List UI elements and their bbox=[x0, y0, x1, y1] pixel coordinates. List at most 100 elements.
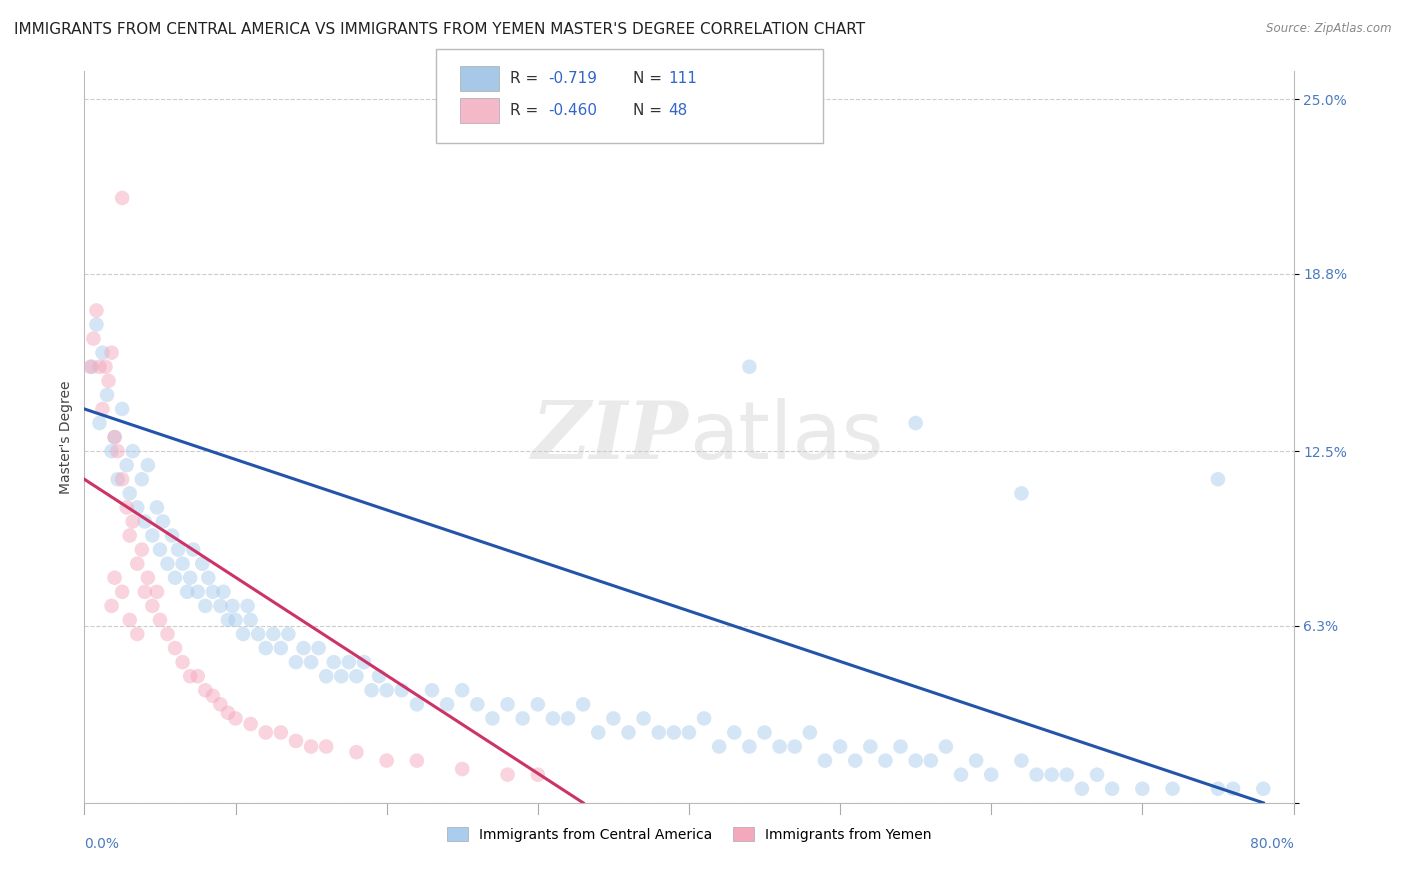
Point bbox=[141, 528, 163, 542]
Point bbox=[107, 444, 129, 458]
Text: 111: 111 bbox=[668, 71, 697, 86]
Text: R =: R = bbox=[510, 103, 544, 118]
Point bbox=[391, 683, 413, 698]
Point bbox=[588, 725, 610, 739]
Point bbox=[236, 599, 259, 613]
Point bbox=[152, 515, 174, 529]
Point bbox=[709, 739, 731, 754]
Point bbox=[512, 711, 534, 725]
Point bbox=[859, 739, 882, 754]
Point bbox=[209, 698, 232, 712]
Point bbox=[100, 444, 122, 458]
Point bbox=[111, 401, 134, 416]
Point bbox=[270, 725, 292, 739]
Point bbox=[1161, 781, 1184, 796]
Point bbox=[239, 613, 262, 627]
Point bbox=[904, 754, 927, 768]
Point bbox=[127, 557, 149, 571]
Point bbox=[172, 655, 194, 669]
Point bbox=[285, 655, 308, 669]
Point bbox=[1011, 754, 1033, 768]
Point bbox=[1206, 781, 1229, 796]
Point bbox=[769, 739, 792, 754]
Point bbox=[1206, 472, 1229, 486]
Point bbox=[277, 627, 299, 641]
Text: R =: R = bbox=[510, 71, 544, 86]
Point bbox=[308, 641, 330, 656]
Point bbox=[179, 571, 201, 585]
Point bbox=[315, 669, 337, 683]
Point bbox=[451, 762, 474, 776]
Point bbox=[94, 359, 117, 374]
Point bbox=[693, 711, 716, 725]
Point bbox=[467, 698, 489, 712]
Point bbox=[131, 542, 153, 557]
Point bbox=[82, 332, 104, 346]
Point bbox=[86, 303, 108, 318]
Point bbox=[950, 767, 973, 781]
Point bbox=[353, 655, 375, 669]
Text: IMMIGRANTS FROM CENTRAL AMERICA VS IMMIGRANTS FROM YEMEN MASTER'S DEGREE CORRELA: IMMIGRANTS FROM CENTRAL AMERICA VS IMMIG… bbox=[14, 22, 865, 37]
Text: N =: N = bbox=[633, 71, 666, 86]
Point bbox=[723, 725, 745, 739]
Point bbox=[89, 416, 111, 430]
Point bbox=[830, 739, 852, 754]
Point bbox=[121, 515, 143, 529]
Point bbox=[420, 683, 443, 698]
Point bbox=[111, 584, 134, 599]
Point bbox=[167, 542, 190, 557]
Point bbox=[1071, 781, 1094, 796]
Point bbox=[111, 191, 134, 205]
Point bbox=[104, 430, 127, 444]
Point bbox=[346, 669, 368, 683]
Text: N =: N = bbox=[633, 103, 666, 118]
Point bbox=[118, 613, 141, 627]
Point bbox=[201, 584, 224, 599]
Text: 0.0%: 0.0% bbox=[84, 837, 120, 851]
Point bbox=[96, 388, 118, 402]
Point bbox=[134, 515, 156, 529]
Point bbox=[965, 754, 987, 768]
Point bbox=[890, 739, 912, 754]
Point bbox=[633, 711, 655, 725]
Point bbox=[121, 444, 143, 458]
Point bbox=[149, 613, 172, 627]
Point bbox=[799, 725, 821, 739]
Point bbox=[136, 571, 159, 585]
Point bbox=[648, 725, 671, 739]
Point bbox=[254, 725, 277, 739]
Point bbox=[127, 627, 149, 641]
Point bbox=[89, 359, 111, 374]
Point bbox=[496, 767, 519, 781]
Point bbox=[481, 711, 503, 725]
Point bbox=[1025, 767, 1047, 781]
Point bbox=[176, 584, 198, 599]
Point bbox=[146, 584, 169, 599]
Point bbox=[80, 359, 103, 374]
Point bbox=[783, 739, 806, 754]
Point bbox=[100, 345, 122, 359]
Point bbox=[935, 739, 957, 754]
Point bbox=[678, 725, 700, 739]
Point bbox=[1101, 781, 1123, 796]
Point bbox=[156, 557, 179, 571]
Point bbox=[181, 542, 204, 557]
Point bbox=[299, 739, 322, 754]
Point bbox=[149, 542, 172, 557]
Point bbox=[1085, 767, 1108, 781]
Text: -0.719: -0.719 bbox=[548, 71, 598, 86]
Point bbox=[346, 745, 368, 759]
Point bbox=[165, 641, 187, 656]
Point bbox=[1011, 486, 1033, 500]
Point bbox=[299, 655, 322, 669]
Point bbox=[617, 725, 640, 739]
Point bbox=[662, 725, 685, 739]
Point bbox=[217, 613, 239, 627]
Point bbox=[217, 706, 239, 720]
Text: ZIP: ZIP bbox=[531, 399, 689, 475]
Point bbox=[187, 584, 209, 599]
Point bbox=[221, 599, 243, 613]
Point bbox=[232, 627, 254, 641]
Point bbox=[239, 717, 262, 731]
Point bbox=[104, 430, 127, 444]
